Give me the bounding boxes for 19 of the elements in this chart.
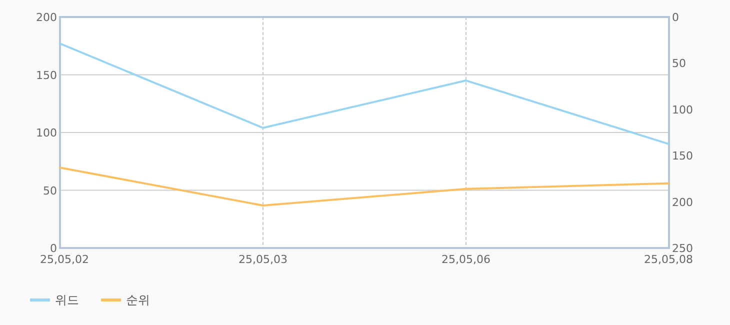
y-tick-label: 100: [36, 126, 57, 140]
line-series: [59, 166, 670, 206]
y-tick-label: 50: [43, 184, 57, 198]
x-tick-label: 25,05,08: [644, 253, 693, 266]
y-tick-label: 150: [36, 68, 57, 82]
y2-tick-label: 200: [672, 196, 693, 209]
x-tick-label: 25,05,06: [442, 253, 490, 266]
y2-tick-label: 50: [672, 57, 686, 70]
y-tick-label: 0: [50, 242, 57, 255]
x-tick-label: 25,05,03: [238, 253, 288, 266]
legend-label: 순위: [126, 293, 150, 307]
y2-tick-label: 250: [672, 242, 693, 255]
x-tick-label: 25,05,02: [40, 253, 89, 266]
legend-label: 위드: [55, 293, 79, 307]
y-tick-label: 200: [36, 11, 57, 24]
line-series: [59, 42, 670, 146]
y2-tick-label: 150: [672, 150, 693, 163]
y2-tick-label: 100: [672, 103, 693, 116]
y2-tick-label: 0: [672, 11, 679, 24]
